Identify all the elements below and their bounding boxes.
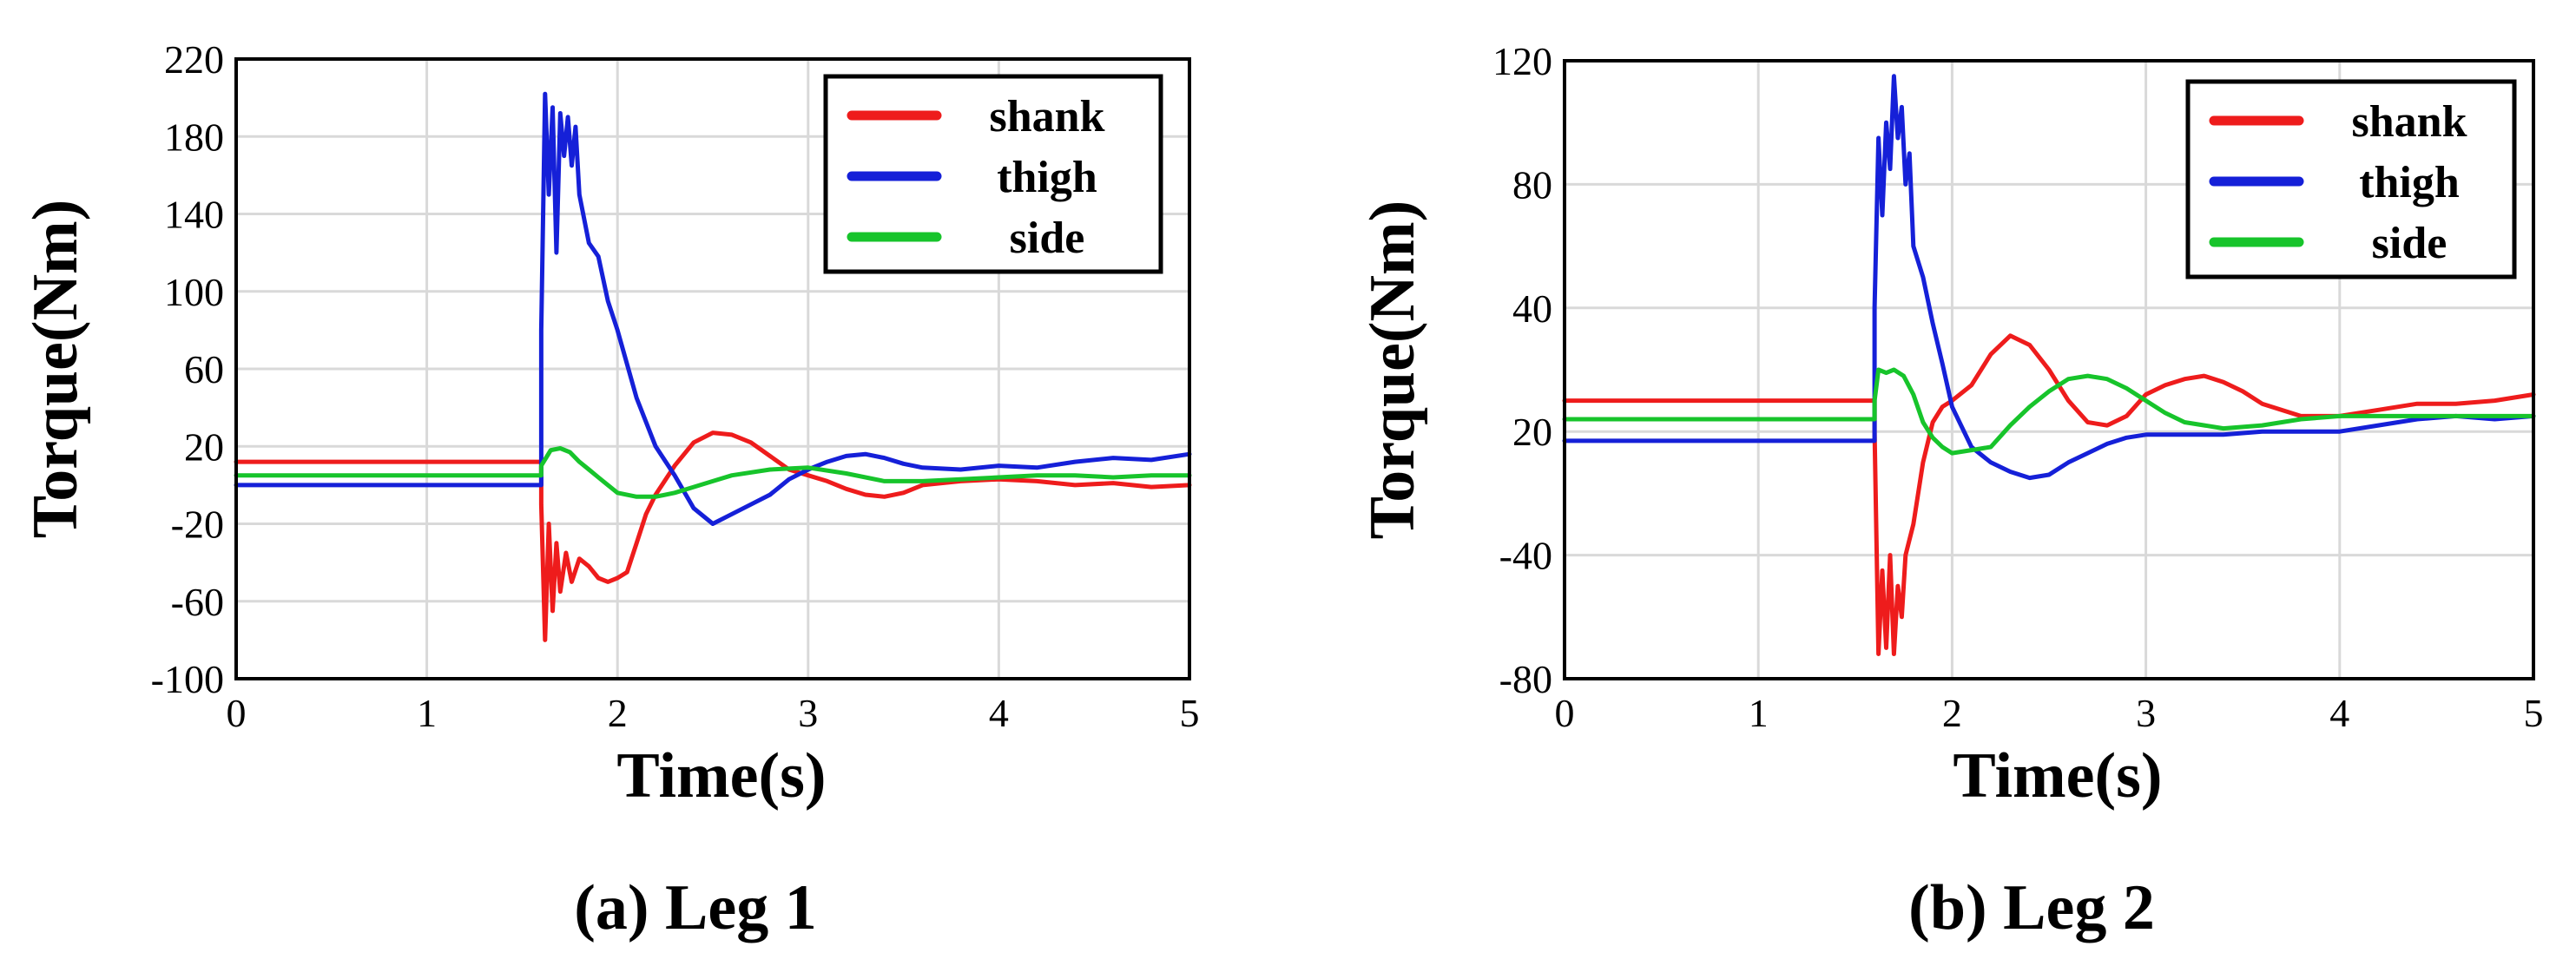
y-tick-label: 60: [184, 347, 224, 391]
y-axis-label: Torque(Nm): [1357, 200, 1428, 540]
series-line-thigh: [1562, 74, 2536, 481]
x-tick-label: 0: [1555, 691, 1575, 735]
y-tick-label: 220: [164, 37, 224, 82]
y-tick-label: -20: [171, 503, 224, 547]
y-tick-label: -100: [151, 657, 224, 701]
x-tick-label: 5: [2524, 691, 2544, 735]
y-tick-label: 80: [1512, 162, 1552, 207]
x-tick-label: 4: [2329, 691, 2349, 735]
y-axis-label: Torque(Nm): [20, 200, 91, 539]
x-tick-label: 2: [608, 691, 628, 735]
x-tick-label: 4: [989, 691, 1009, 735]
legend-label-side: side: [1010, 214, 1085, 263]
y-tick-label: 180: [164, 115, 224, 159]
series-line-shank: [1562, 333, 2536, 656]
y-tick-label: 20: [184, 424, 224, 469]
x-axis-label: Time(s): [616, 740, 826, 812]
legend-label-shank: shank: [990, 92, 1105, 141]
x-tick-label: 1: [1749, 691, 1769, 735]
plot-frame: [1563, 59, 2535, 680]
panel-caption: (a) Leg 1: [574, 872, 817, 943]
legend-label-thigh: thigh: [2359, 158, 2460, 207]
x-tick-label: 3: [798, 691, 818, 735]
y-tick-label: 20: [1512, 410, 1552, 454]
legend-label-thigh: thigh: [997, 153, 1097, 202]
x-tick-label: 0: [227, 691, 247, 735]
legend-label-shank: shank: [2352, 97, 2467, 147]
x-axis-label: Time(s): [1953, 740, 2162, 812]
plot-frame: [234, 57, 1191, 680]
legend: shank thigh side: [823, 74, 1163, 274]
panel-leg-2: 0 1 2 3 4 5 120 80 40 20 -40 -80 Time(s) Torque(Nm) (b…: [1357, 39, 2544, 943]
panel-caption: (b) Leg 2: [1908, 872, 2155, 943]
x-tick-label: 1: [417, 691, 437, 735]
y-tick-label: 140: [164, 193, 224, 237]
legend-label-side: side: [2372, 219, 2448, 268]
y-tick-label: 40: [1512, 286, 1552, 331]
y-tick-label: -60: [171, 580, 224, 624]
series-line-side: [234, 446, 1192, 499]
panel-leg-1: 0 1 2 3 4 5 220 180 140 100 60 20 -20 -60 -100 Time(s) T…: [20, 37, 1200, 943]
x-tick-label: 2: [1942, 691, 1962, 735]
series-line-shank: [234, 430, 1192, 642]
series-line-side: [1562, 367, 2536, 456]
y-tick-label: -80: [1499, 657, 1552, 701]
y-tick-label: 100: [164, 270, 224, 314]
legend: shank thigh side: [2185, 79, 2517, 279]
y-tick-label: -40: [1499, 534, 1552, 578]
x-tick-label: 3: [2136, 691, 2156, 735]
x-tick-label: 5: [1180, 691, 1200, 735]
y-tick-label: 120: [1492, 39, 1552, 83]
